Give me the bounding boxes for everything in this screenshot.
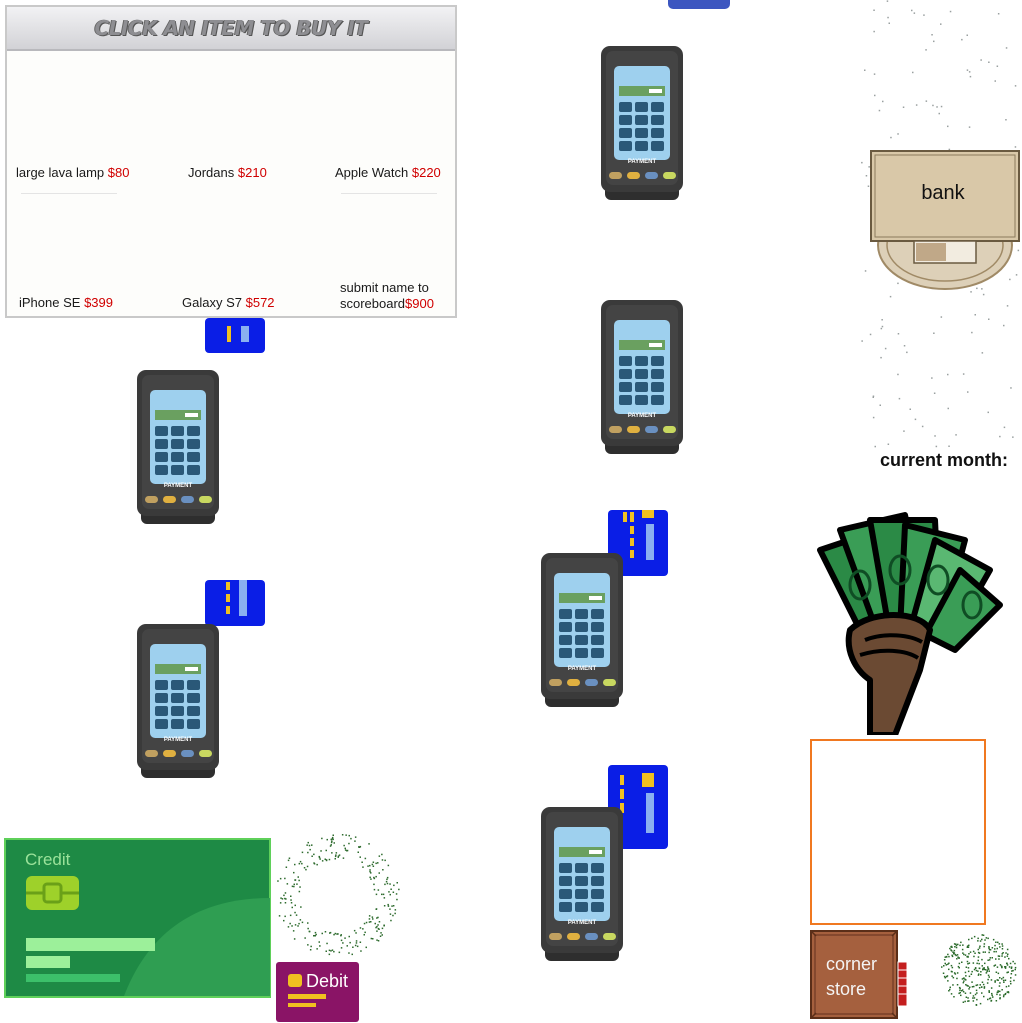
item-price: $220 xyxy=(411,165,441,180)
item-price: $80 xyxy=(107,165,130,180)
item-price: $210 xyxy=(237,165,267,180)
money-hand-icon xyxy=(817,512,1003,735)
shop-item-lava-lamp[interactable]: large lava lamp $80 xyxy=(16,165,129,181)
corner-store-label: corner store xyxy=(826,952,896,1002)
terminal-icon: PAYMENT xyxy=(601,300,683,454)
terminal-icon: PAYMENT xyxy=(137,370,219,524)
bank-icon xyxy=(870,150,1020,290)
shop-item-iphone-se[interactable]: iPhone SE $399 xyxy=(19,295,113,311)
separator xyxy=(21,193,117,194)
debit-card-art xyxy=(276,962,359,1022)
blue-tab xyxy=(668,0,730,9)
bank-building[interactable]: bank xyxy=(870,150,1020,292)
payment-terminal-1[interactable]: PAYMENT xyxy=(601,46,683,202)
credit-card[interactable]: Credit xyxy=(4,838,271,998)
corner-store-building[interactable]: corner store xyxy=(810,930,910,1020)
item-name: large lava lamp xyxy=(16,165,105,180)
item-price: $900 xyxy=(405,296,434,311)
terminal-icon: PAYMENT xyxy=(601,46,683,200)
separator xyxy=(341,193,437,194)
shop-item-galaxy-s7[interactable]: Galaxy S7 $572 xyxy=(182,295,275,311)
item-price: $572 xyxy=(245,295,275,310)
store-label-line1: corner xyxy=(826,954,878,974)
store-display-box xyxy=(810,739,986,925)
payment-terminal-4[interactable]: PAYMENT xyxy=(137,624,219,780)
sparkle-ring-icon xyxy=(277,834,400,956)
item-name: Jordans xyxy=(188,165,235,180)
item-name-line2: scoreboard xyxy=(340,296,406,311)
item-price: $399 xyxy=(84,295,113,310)
payment-terminal-2[interactable]: PAYMENT xyxy=(601,300,683,456)
item-name-line1: submit name to xyxy=(340,280,429,295)
terminal-icon: PAYMENT xyxy=(541,553,623,707)
terminal-icon: PAYMENT xyxy=(137,624,219,778)
debit-label: Debit xyxy=(306,971,349,991)
shop-item-apple-watch[interactable]: Apple Watch $220 xyxy=(335,165,441,181)
store-icon xyxy=(810,930,908,1019)
terminal-label: PAYMENT xyxy=(164,483,193,489)
card-stripes-icon xyxy=(623,510,654,560)
shop-item-jordans[interactable]: Jordans $210 xyxy=(188,165,267,181)
terminal-label: PAYMENT xyxy=(568,920,597,926)
card-slot-1 xyxy=(205,318,265,353)
terminal-icon: PAYMENT xyxy=(541,807,623,961)
card-stripes-icon xyxy=(226,580,247,616)
store-label-line2: store xyxy=(826,979,867,999)
credit-card-art xyxy=(4,838,271,998)
terminal-label: PAYMENT xyxy=(628,159,657,165)
terminal-label: PAYMENT xyxy=(164,737,193,743)
card-slot-2 xyxy=(205,580,265,626)
shop-item-scoreboard[interactable]: submit name to scoreboard$900 xyxy=(340,280,434,312)
shop-panel: CLICK AN ITEM TO BUY IT large lava lamp … xyxy=(5,5,457,318)
card-stripes-icon xyxy=(227,326,249,342)
credit-label: Credit xyxy=(25,850,71,869)
item-name: Apple Watch xyxy=(335,165,409,180)
shop-title: CLICK AN ITEM TO BUY IT xyxy=(94,16,368,40)
payment-terminal-6[interactable]: PAYMENT xyxy=(541,807,623,963)
debit-card[interactable]: Debit xyxy=(276,962,359,1022)
payment-terminal-5[interactable]: PAYMENT xyxy=(541,553,623,709)
terminal-label: PAYMENT xyxy=(568,666,597,672)
sparkle-bush-icon xyxy=(941,934,1017,1006)
item-name: iPhone SE xyxy=(19,295,81,310)
current-month-label: current month: xyxy=(880,450,1008,470)
bank-label: bank xyxy=(921,182,965,204)
shop-header: CLICK AN ITEM TO BUY IT xyxy=(7,7,455,51)
terminal-label: PAYMENT xyxy=(628,413,657,419)
payment-terminal-3[interactable]: PAYMENT xyxy=(137,370,219,526)
card-stripes-icon xyxy=(620,773,654,833)
item-name: Galaxy S7 xyxy=(182,295,242,310)
